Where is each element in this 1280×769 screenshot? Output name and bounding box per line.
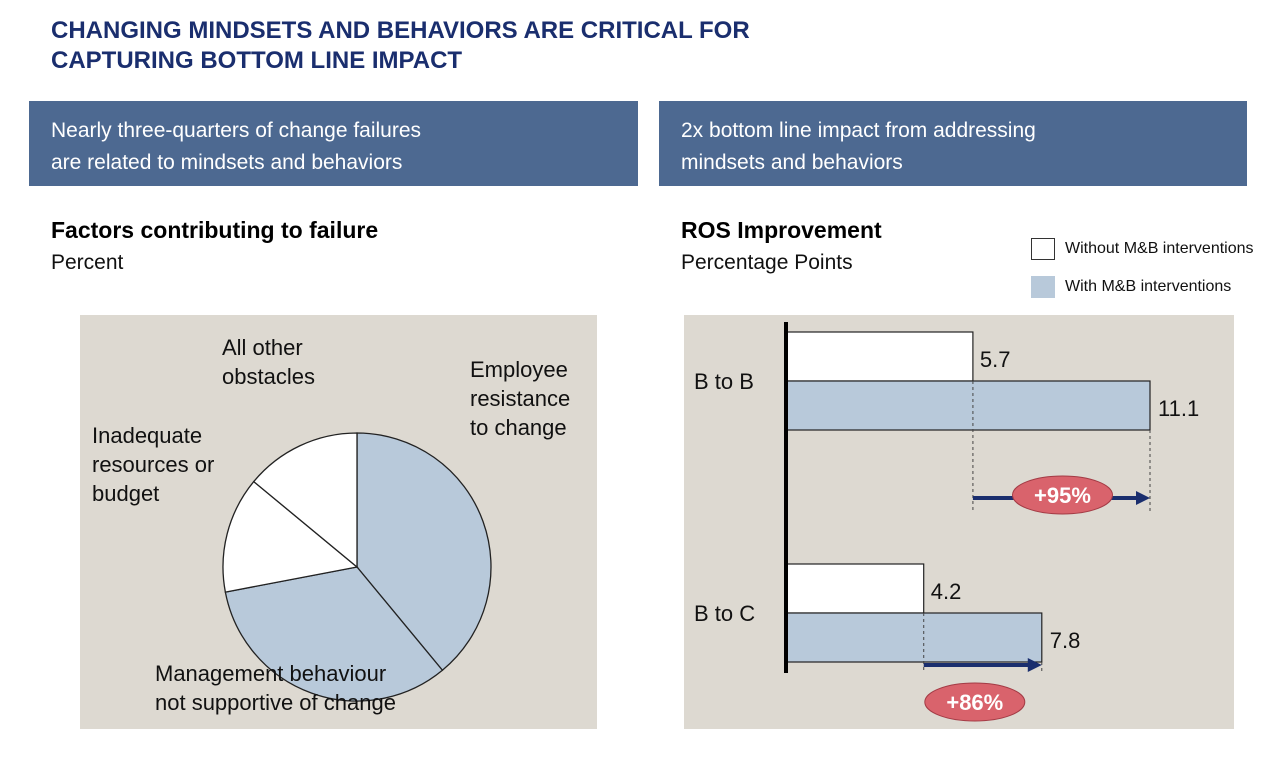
bar-legend: Without M&B interventions With M&B inter…	[1031, 238, 1276, 314]
growth-badge-text-b-to-b: +95%	[1034, 483, 1091, 508]
legend-swatch-without	[1031, 238, 1055, 260]
page-title-line-2: CAPTURING BOTTOM LINE IMPACT	[51, 47, 463, 74]
pie-slice-employee	[356, 432, 492, 672]
legend-item-without: Without M&B interventions	[1031, 238, 1276, 276]
left-banner-line-1: Nearly three-quarters of change failures	[51, 119, 422, 142]
page-title: CHANGING MINDSETS AND BEHAVIORS ARE CRIT…	[51, 16, 951, 76]
pie-label-line: resistance	[470, 386, 570, 411]
right-banner: 2x bottom line impact from addressing mi…	[659, 101, 1247, 186]
pie-label-line: not supportive of change	[155, 690, 396, 715]
growth-arrow-head-b-to-b	[1136, 491, 1150, 505]
bar-chart-subtitle: Percentage Points	[681, 251, 853, 274]
bar-value-without-b-to-b: 5.7	[980, 347, 1011, 372]
left-banner: Nearly three-quarters of change failures…	[29, 101, 638, 186]
pie-chart-subtitle: Percent	[51, 251, 124, 274]
category-label-b-to-b: B to B	[694, 369, 754, 394]
bar-value-with-b-to-b: 11.1	[1158, 396, 1199, 421]
pie-label-all-other: All other obstacles	[222, 335, 315, 389]
pie-label-line: resources or	[92, 452, 214, 477]
bar-without-b-to-b	[785, 331, 974, 382]
pie-slice-all-other	[252, 432, 358, 569]
pie-chart: Employee resistance to change Management be…	[92, 335, 570, 715]
pie-chart-title: Factors contributing to failure	[51, 217, 379, 243]
pie-label-line: to change	[470, 415, 567, 440]
bar-chart: 5.7 11.1 B to B +95% 4.2 7.8 B to C +86%	[694, 322, 1199, 722]
pie-label-line: Inadequate	[92, 423, 202, 448]
bar-with-b-to-c	[785, 612, 1043, 663]
growth-badge-text-b-to-c: +86%	[946, 690, 1003, 715]
pie-slice-management-behaviour	[224, 566, 444, 702]
bar-without-b-to-c	[785, 563, 925, 614]
bar-with-b-to-b	[785, 380, 1151, 431]
bar-chart-panel: 5.7 11.1 B to B +95% 4.2 7.8 B to C +86%	[684, 315, 1234, 729]
pie-label-line: Employee	[470, 357, 568, 382]
growth-badge-b-to-c	[924, 682, 1026, 722]
pie-label-employee: Employee resistance to change	[470, 357, 570, 440]
legend-swatch-with	[1031, 276, 1055, 298]
right-banner-line-2: mindsets and behaviors	[681, 151, 903, 174]
bar-chart-title: ROS Improvement	[681, 217, 882, 243]
pie-label-management-behaviour: Management behaviour not supportive of ch…	[155, 661, 396, 715]
bar-value-with-b-to-c: 7.8	[1050, 628, 1081, 653]
pie-label-line: Management behaviour	[155, 661, 386, 686]
category-label-b-to-c: B to C	[694, 601, 755, 626]
growth-badge-b-to-b	[1012, 475, 1113, 515]
pie-label-inadequate: Inadequate resources or budget	[92, 423, 214, 506]
pie-slice-inadequate	[222, 480, 359, 593]
bar-value-without-b-to-c: 4.2	[931, 579, 962, 604]
legend-label-with: With M&B interventions	[1065, 278, 1232, 295]
growth-arrow-head-b-to-c	[1027, 658, 1042, 672]
right-banner-line-1: 2x bottom line impact from addressing	[681, 119, 1036, 142]
pie-label-line: obstacles	[222, 364, 315, 389]
page-title-line-1: CHANGING MINDSETS AND BEHAVIORS ARE CRIT…	[51, 17, 750, 44]
legend-label-without: Without M&B interventions	[1065, 240, 1254, 257]
pie-label-line: All other	[222, 335, 303, 360]
pie-chart-panel: Employee resistance to change Management be…	[80, 315, 597, 729]
left-banner-line-2: are related to mindsets and behaviors	[51, 151, 403, 174]
pie-label-line: budget	[92, 481, 159, 506]
legend-item-with: With M&B interventions	[1031, 276, 1276, 314]
